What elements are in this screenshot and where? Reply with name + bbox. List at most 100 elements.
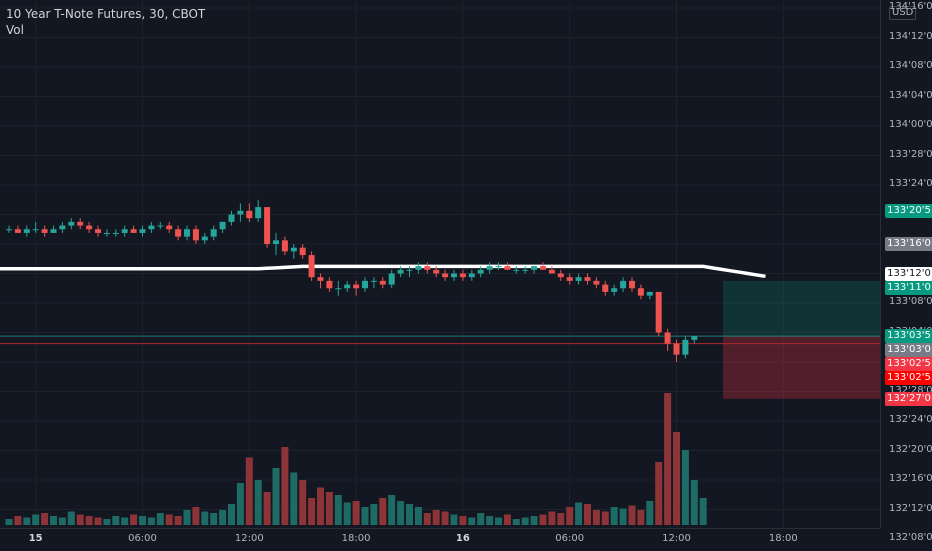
candle-body xyxy=(691,336,698,340)
volume-bar xyxy=(139,516,146,525)
candle-body xyxy=(281,240,288,252)
volume-bar xyxy=(584,504,591,525)
volume-bar xyxy=(130,514,138,525)
price-tick-label: 133'28'0 xyxy=(889,148,932,160)
price-tick-label: 134'08'0 xyxy=(889,60,932,71)
volume-bar xyxy=(352,501,360,525)
candle-body xyxy=(522,269,529,271)
candle-body xyxy=(620,280,627,289)
candle-body xyxy=(664,332,671,344)
time-tick-label: 15 xyxy=(28,533,43,544)
time-tick-label: 18:00 xyxy=(341,533,371,544)
volume-bar xyxy=(477,513,485,525)
volume-bar xyxy=(646,501,654,525)
volume-bar xyxy=(245,457,253,525)
candle-body xyxy=(41,229,48,233)
candle-body xyxy=(459,273,466,278)
candle-body xyxy=(629,280,635,289)
candle-body xyxy=(139,229,146,233)
volume-bar xyxy=(58,517,66,525)
candle-body xyxy=(95,229,101,233)
volume-bar xyxy=(41,513,49,525)
candle-body xyxy=(121,229,128,233)
price-tick-label: 132'16'0 xyxy=(889,473,932,484)
candle-body xyxy=(184,229,190,237)
volume-bar xyxy=(681,450,689,525)
volume-bar xyxy=(5,519,13,525)
volume-bar xyxy=(121,517,129,525)
candle-body xyxy=(246,210,253,219)
volume-bar xyxy=(85,516,93,525)
price-tick-label: 134'00'0 xyxy=(889,119,932,130)
candle-body xyxy=(103,232,110,234)
candle-body xyxy=(566,277,573,281)
price-label: 132'27'0 xyxy=(885,391,932,406)
price-tick-label: 134'04'0 xyxy=(889,89,932,101)
currency-label[interactable]: USD xyxy=(889,6,917,20)
volume-bar xyxy=(299,480,307,525)
candle-body xyxy=(86,225,93,230)
price-axis[interactable]: USD 134'16'0 134'12'0 134'08'0 134'04'0 134'… xyxy=(880,0,932,543)
candle-body xyxy=(646,291,653,296)
volume-bar xyxy=(183,510,191,525)
price-label: 133'16'0 xyxy=(885,237,932,251)
volume-bar xyxy=(228,504,235,525)
volume-bar xyxy=(192,507,200,525)
chart-area[interactable]: 10 Year T-Note Futures, 30, CBOT Vol xyxy=(0,0,880,528)
candle-body xyxy=(593,280,600,285)
candle-body xyxy=(273,240,279,244)
volume-bar xyxy=(14,516,22,525)
candle-body xyxy=(166,225,173,230)
price-label: 133'02'5 xyxy=(885,371,932,386)
candle-body xyxy=(451,273,457,278)
volume-bar xyxy=(67,511,75,525)
volume-bar xyxy=(174,516,182,525)
price-label: 133'03'0 xyxy=(885,343,932,358)
volume-bar xyxy=(76,514,84,525)
volume-bar xyxy=(468,517,476,525)
candle-body xyxy=(77,221,84,226)
candle-body xyxy=(655,291,662,333)
price-label: 133'12'0 xyxy=(885,266,932,281)
price-tick-label: 132'24'0 xyxy=(889,414,932,425)
volume-bar xyxy=(281,447,289,525)
candle-body xyxy=(264,207,271,244)
candle-body xyxy=(468,273,475,278)
volume-bar xyxy=(165,514,173,525)
price-tick-label: 134'12'0 xyxy=(889,30,932,42)
volume-bar xyxy=(530,516,538,525)
volume-bar xyxy=(308,498,316,525)
volume-legend[interactable]: Vol xyxy=(6,23,24,37)
volume-bar xyxy=(263,492,271,525)
candle-body xyxy=(673,343,680,355)
volume-bar xyxy=(219,510,227,525)
time-axis[interactable]: 15 06:00 12:00 18:00 16 06:00 12:00 18:00 xyxy=(0,528,880,551)
volume-bar xyxy=(495,517,502,525)
price-tick-label: 132'12'0 xyxy=(889,502,932,514)
volume-bar xyxy=(512,519,520,525)
candle-body xyxy=(424,266,431,270)
candle-body xyxy=(290,247,297,252)
candle-body xyxy=(557,273,564,278)
time-tick-label: 16 xyxy=(455,533,470,544)
candle-body xyxy=(362,280,368,289)
price-label: 133'11'0 xyxy=(885,280,932,295)
candle-body xyxy=(379,280,386,285)
candlestick-chart[interactable] xyxy=(0,0,880,528)
volume-bar xyxy=(147,517,155,525)
volume-bar xyxy=(94,517,102,525)
candle-body xyxy=(308,255,315,278)
price-label: 133'03'5 xyxy=(885,329,932,344)
candle-body xyxy=(59,225,66,230)
candle-body xyxy=(157,225,164,227)
volume-bar xyxy=(254,480,262,525)
position-profit-zone xyxy=(723,280,880,337)
symbol-title[interactable]: 10 Year T-Note Futures, 30, CBOT xyxy=(6,7,206,21)
candle-body xyxy=(370,280,377,282)
volume-bar xyxy=(557,513,565,525)
candle-body xyxy=(495,266,502,268)
volume-bar xyxy=(459,516,467,525)
candle-body xyxy=(513,269,520,271)
price-label: 133'20'5 xyxy=(885,203,932,218)
candle-body xyxy=(406,269,413,271)
